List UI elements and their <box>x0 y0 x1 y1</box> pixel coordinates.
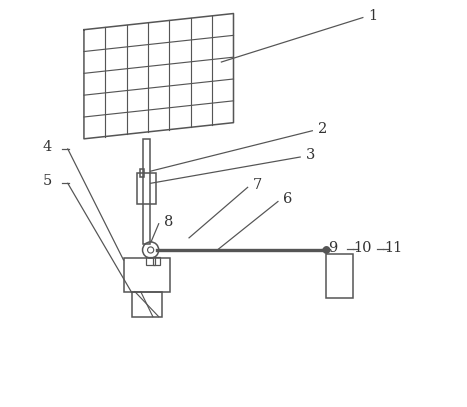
Text: 11: 11 <box>384 241 402 255</box>
Text: 8: 8 <box>164 214 174 229</box>
Bar <box>132 292 162 317</box>
Bar <box>137 173 156 204</box>
Text: 2: 2 <box>318 122 327 136</box>
Bar <box>325 254 353 298</box>
Bar <box>124 258 170 292</box>
Text: 7: 7 <box>253 178 262 193</box>
Text: 9: 9 <box>328 241 337 255</box>
Bar <box>153 256 160 265</box>
Text: 3: 3 <box>305 148 315 162</box>
Bar <box>143 139 150 244</box>
Text: 6: 6 <box>283 193 293 206</box>
Bar <box>146 256 155 265</box>
Text: 4: 4 <box>43 140 52 154</box>
Text: 1: 1 <box>368 9 377 22</box>
Bar <box>140 169 144 177</box>
Text: 5: 5 <box>43 174 52 188</box>
Circle shape <box>323 247 330 253</box>
Text: 10: 10 <box>354 241 372 255</box>
